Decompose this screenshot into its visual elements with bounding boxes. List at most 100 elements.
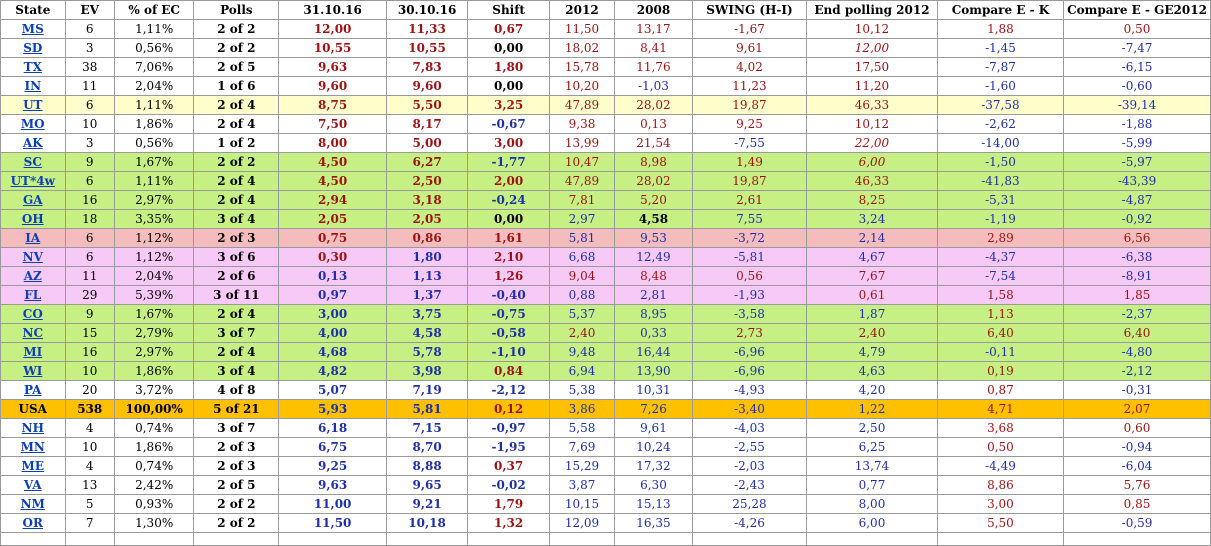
state-cell[interactable]: ME (0, 456, 66, 476)
header-ev[interactable]: EV (64, 0, 115, 20)
compare-e-k-cell: 2,89 (936, 228, 1065, 248)
state-cell[interactable]: IA (0, 228, 66, 248)
ev-cell: 3 (64, 38, 115, 58)
swing-cell: -3,72 (691, 228, 808, 248)
date-30-10-cell: 9,65 (385, 475, 469, 495)
ev-cell: 16 (64, 342, 115, 362)
state-cell[interactable]: AZ (0, 266, 66, 286)
header-pct-ec[interactable]: % of EC (113, 0, 195, 20)
state-cell[interactable]: SD (0, 38, 66, 58)
ev-cell: 18 (64, 209, 115, 229)
ev-cell: 5 (64, 494, 115, 514)
header-2008[interactable]: 2008 (614, 0, 693, 20)
state-cell[interactable]: MS (0, 19, 66, 39)
polls-cell: 2 of 3 (193, 456, 280, 476)
header-swing[interactable]: SWING (H-I) (691, 0, 808, 20)
compare-e-ge2012-cell: -0,31 (1063, 380, 1211, 400)
header-shift[interactable]: Shift (467, 0, 550, 20)
header-31-10-16[interactable]: 31.10.16 (278, 0, 387, 20)
state-cell[interactable]: NM (0, 494, 66, 514)
state-cell[interactable]: WI (0, 361, 66, 381)
pct-ec-cell: 2,79% (113, 323, 195, 343)
state-cell[interactable]: UT (0, 95, 66, 115)
state-cell[interactable]: TX (0, 57, 66, 77)
shift-cell: -0,58 (467, 323, 550, 343)
pct-ec-cell: 3,72% (113, 380, 195, 400)
state-cell[interactable]: MO (0, 114, 66, 134)
swing-cell: -7,55 (691, 133, 808, 153)
state-cell[interactable]: NV (0, 247, 66, 267)
table-row: GA 16 2,97% 2 of 4 2,94 3,18 -0,24 7,81 5,20 2,61… (0, 190, 1211, 210)
state-cell[interactable]: SC (0, 152, 66, 172)
shift-cell: 1,61 (467, 228, 550, 248)
polls-cell: 2 of 4 (193, 95, 280, 115)
header-compare-e-ge2012[interactable]: Compare E - GE2012 (1063, 0, 1211, 20)
header-2012[interactable]: 2012 (548, 0, 616, 20)
result-2012-cell: 15,29 (548, 456, 616, 476)
shift-cell: 0,12 (467, 399, 550, 419)
empty-row (0, 532, 1211, 546)
date-31-10-cell: 0,75 (278, 228, 387, 248)
polls-cell: 2 of 2 (193, 152, 280, 172)
ev-cell: 3 (64, 133, 115, 153)
state-cell[interactable]: IN (0, 76, 66, 96)
date-30-10-cell: 5,81 (385, 399, 469, 419)
end-polling-2012-cell: 4,67 (806, 247, 938, 267)
compare-e-ge2012-cell: 0,85 (1063, 494, 1211, 514)
state-cell[interactable]: UT*4w (0, 171, 66, 191)
state-cell[interactable]: AK (0, 133, 66, 153)
table-row: TX 38 7,06% 2 of 5 9,63 7,83 1,80 15,78 11,76 4,0… (0, 57, 1211, 77)
end-polling-2012-cell: 4,79 (806, 342, 938, 362)
ev-cell: 10 (64, 361, 115, 381)
compare-e-ge2012-cell: -0,94 (1063, 437, 1211, 457)
compare-e-k-cell: -1,50 (936, 152, 1065, 172)
empty-cell (385, 532, 469, 546)
pct-ec-cell: 2,97% (113, 342, 195, 362)
end-polling-2012-cell: 46,33 (806, 171, 938, 191)
result-2012-cell: 18,02 (548, 38, 616, 58)
state-cell[interactable]: MI (0, 342, 66, 362)
compare-e-ge2012-cell: -4,80 (1063, 342, 1211, 362)
state-cell[interactable]: CO (0, 304, 66, 324)
polls-cell: 2 of 4 (193, 114, 280, 134)
swing-cell: -4,03 (691, 418, 808, 438)
state-cell[interactable]: MN (0, 437, 66, 457)
end-polling-2012-cell: 4,20 (806, 380, 938, 400)
result-2008-cell: 10,24 (614, 437, 693, 457)
state-cell[interactable]: NH (0, 418, 66, 438)
polls-cell: 2 of 3 (193, 228, 280, 248)
header-polls[interactable]: Polls (193, 0, 280, 20)
header-state[interactable]: State (0, 0, 66, 20)
header-end-polling-2012[interactable]: End polling 2012 (806, 0, 938, 20)
polls-cell: 5 of 21 (193, 399, 280, 419)
table-row: FL 29 5,39% 3 of 11 0,97 1,37 -0,40 0,88 2,81 -1,… (0, 285, 1211, 305)
result-2008-cell: 13,17 (614, 19, 693, 39)
state-cell[interactable]: VA (0, 475, 66, 495)
date-31-10-cell: 4,50 (278, 152, 387, 172)
table-row: OR 7 1,30% 2 of 2 11,50 10,18 1,32 12,09 16,35 -4… (0, 513, 1211, 533)
table-row: MI 16 2,97% 2 of 4 4,68 5,78 -1,10 9,48 16,44 -6,… (0, 342, 1211, 362)
result-2012-cell: 10,20 (548, 76, 616, 96)
swing-cell: -1,93 (691, 285, 808, 305)
polls-cell: 2 of 4 (193, 190, 280, 210)
empty-cell (936, 532, 1065, 546)
end-polling-2012-cell: 6,00 (806, 152, 938, 172)
result-2012-cell: 15,78 (548, 57, 616, 77)
state-cell[interactable]: OH (0, 209, 66, 229)
header-30-10-16[interactable]: 30.10.16 (385, 0, 469, 20)
pct-ec-cell: 2,42% (113, 475, 195, 495)
state-cell[interactable]: NC (0, 323, 66, 343)
end-polling-2012-cell: 2,50 (806, 418, 938, 438)
date-31-10-cell: 5,93 (278, 399, 387, 419)
state-cell[interactable]: USA (0, 399, 66, 419)
state-cell[interactable]: PA (0, 380, 66, 400)
header-compare-e-k[interactable]: Compare E - K (936, 0, 1065, 20)
compare-e-ge2012-cell: 6,56 (1063, 228, 1211, 248)
result-2012-cell: 3,87 (548, 475, 616, 495)
compare-e-ge2012-cell: -8,91 (1063, 266, 1211, 286)
state-cell[interactable]: GA (0, 190, 66, 210)
state-cell[interactable]: OR (0, 513, 66, 533)
date-30-10-cell: 9,60 (385, 76, 469, 96)
state-cell[interactable]: FL (0, 285, 66, 305)
ev-cell: 6 (64, 171, 115, 191)
